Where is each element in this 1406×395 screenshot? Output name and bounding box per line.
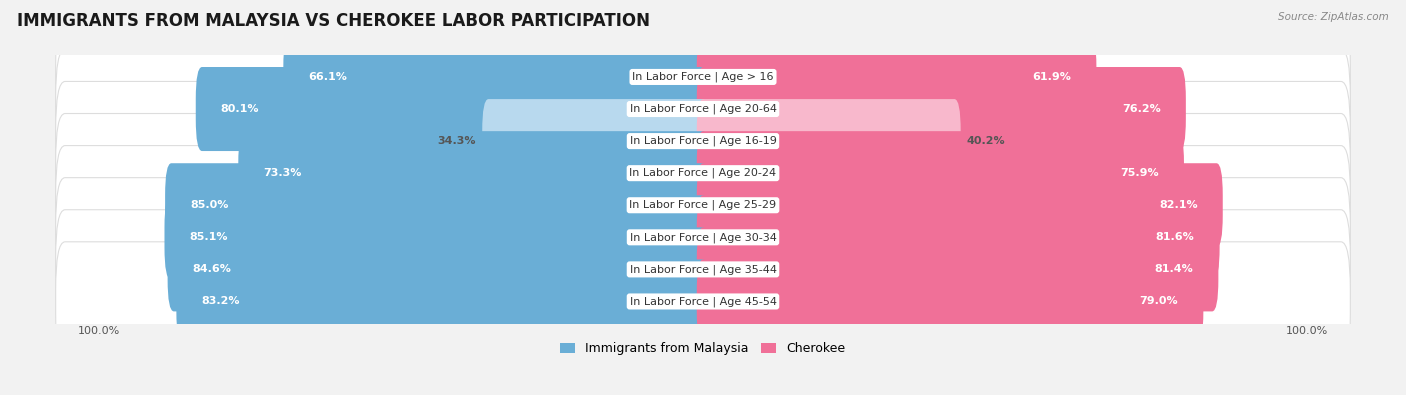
FancyBboxPatch shape — [238, 131, 709, 215]
FancyBboxPatch shape — [56, 113, 1350, 233]
Text: In Labor Force | Age 20-24: In Labor Force | Age 20-24 — [630, 168, 776, 179]
Text: 66.1%: 66.1% — [308, 72, 347, 82]
Text: 61.9%: 61.9% — [1032, 72, 1071, 82]
FancyBboxPatch shape — [195, 67, 709, 151]
Text: 85.0%: 85.0% — [190, 200, 229, 210]
Text: 81.6%: 81.6% — [1156, 232, 1195, 242]
Text: 75.9%: 75.9% — [1121, 168, 1159, 178]
FancyBboxPatch shape — [56, 242, 1350, 361]
Text: In Labor Force | Age 35-44: In Labor Force | Age 35-44 — [630, 264, 776, 275]
FancyBboxPatch shape — [56, 49, 1350, 169]
Text: In Labor Force | Age 20-64: In Labor Force | Age 20-64 — [630, 104, 776, 114]
Text: 83.2%: 83.2% — [201, 297, 240, 307]
Text: 100.0%: 100.0% — [1286, 325, 1329, 335]
Text: 82.1%: 82.1% — [1159, 200, 1198, 210]
FancyBboxPatch shape — [697, 195, 1219, 279]
Text: IMMIGRANTS FROM MALAYSIA VS CHEROKEE LABOR PARTICIPATION: IMMIGRANTS FROM MALAYSIA VS CHEROKEE LAB… — [17, 12, 650, 30]
FancyBboxPatch shape — [482, 99, 709, 183]
Text: 80.1%: 80.1% — [221, 104, 259, 114]
FancyBboxPatch shape — [697, 163, 1223, 247]
FancyBboxPatch shape — [697, 131, 1184, 215]
FancyBboxPatch shape — [697, 228, 1219, 311]
FancyBboxPatch shape — [56, 178, 1350, 297]
Text: In Labor Force | Age 30-34: In Labor Force | Age 30-34 — [630, 232, 776, 243]
Text: 81.4%: 81.4% — [1154, 264, 1194, 275]
Text: In Labor Force | Age 25-29: In Labor Force | Age 25-29 — [630, 200, 776, 211]
FancyBboxPatch shape — [167, 228, 709, 311]
Text: In Labor Force | Age > 16: In Labor Force | Age > 16 — [633, 72, 773, 82]
FancyBboxPatch shape — [697, 260, 1204, 344]
FancyBboxPatch shape — [56, 81, 1350, 201]
Text: Source: ZipAtlas.com: Source: ZipAtlas.com — [1278, 12, 1389, 22]
FancyBboxPatch shape — [697, 35, 1097, 119]
Text: 85.1%: 85.1% — [190, 232, 228, 242]
FancyBboxPatch shape — [697, 67, 1185, 151]
FancyBboxPatch shape — [56, 17, 1350, 137]
FancyBboxPatch shape — [284, 35, 709, 119]
Text: 79.0%: 79.0% — [1140, 297, 1178, 307]
Text: 34.3%: 34.3% — [437, 136, 477, 146]
Text: In Labor Force | Age 45-54: In Labor Force | Age 45-54 — [630, 296, 776, 307]
Legend: Immigrants from Malaysia, Cherokee: Immigrants from Malaysia, Cherokee — [561, 342, 845, 356]
Text: 76.2%: 76.2% — [1122, 104, 1161, 114]
FancyBboxPatch shape — [56, 146, 1350, 265]
FancyBboxPatch shape — [165, 195, 709, 279]
Text: 100.0%: 100.0% — [77, 325, 120, 335]
FancyBboxPatch shape — [56, 210, 1350, 329]
Text: 73.3%: 73.3% — [263, 168, 302, 178]
FancyBboxPatch shape — [165, 163, 709, 247]
Text: In Labor Force | Age 16-19: In Labor Force | Age 16-19 — [630, 136, 776, 147]
FancyBboxPatch shape — [176, 260, 709, 344]
Text: 84.6%: 84.6% — [193, 264, 232, 275]
FancyBboxPatch shape — [697, 99, 960, 183]
Text: 40.2%: 40.2% — [967, 136, 1005, 146]
